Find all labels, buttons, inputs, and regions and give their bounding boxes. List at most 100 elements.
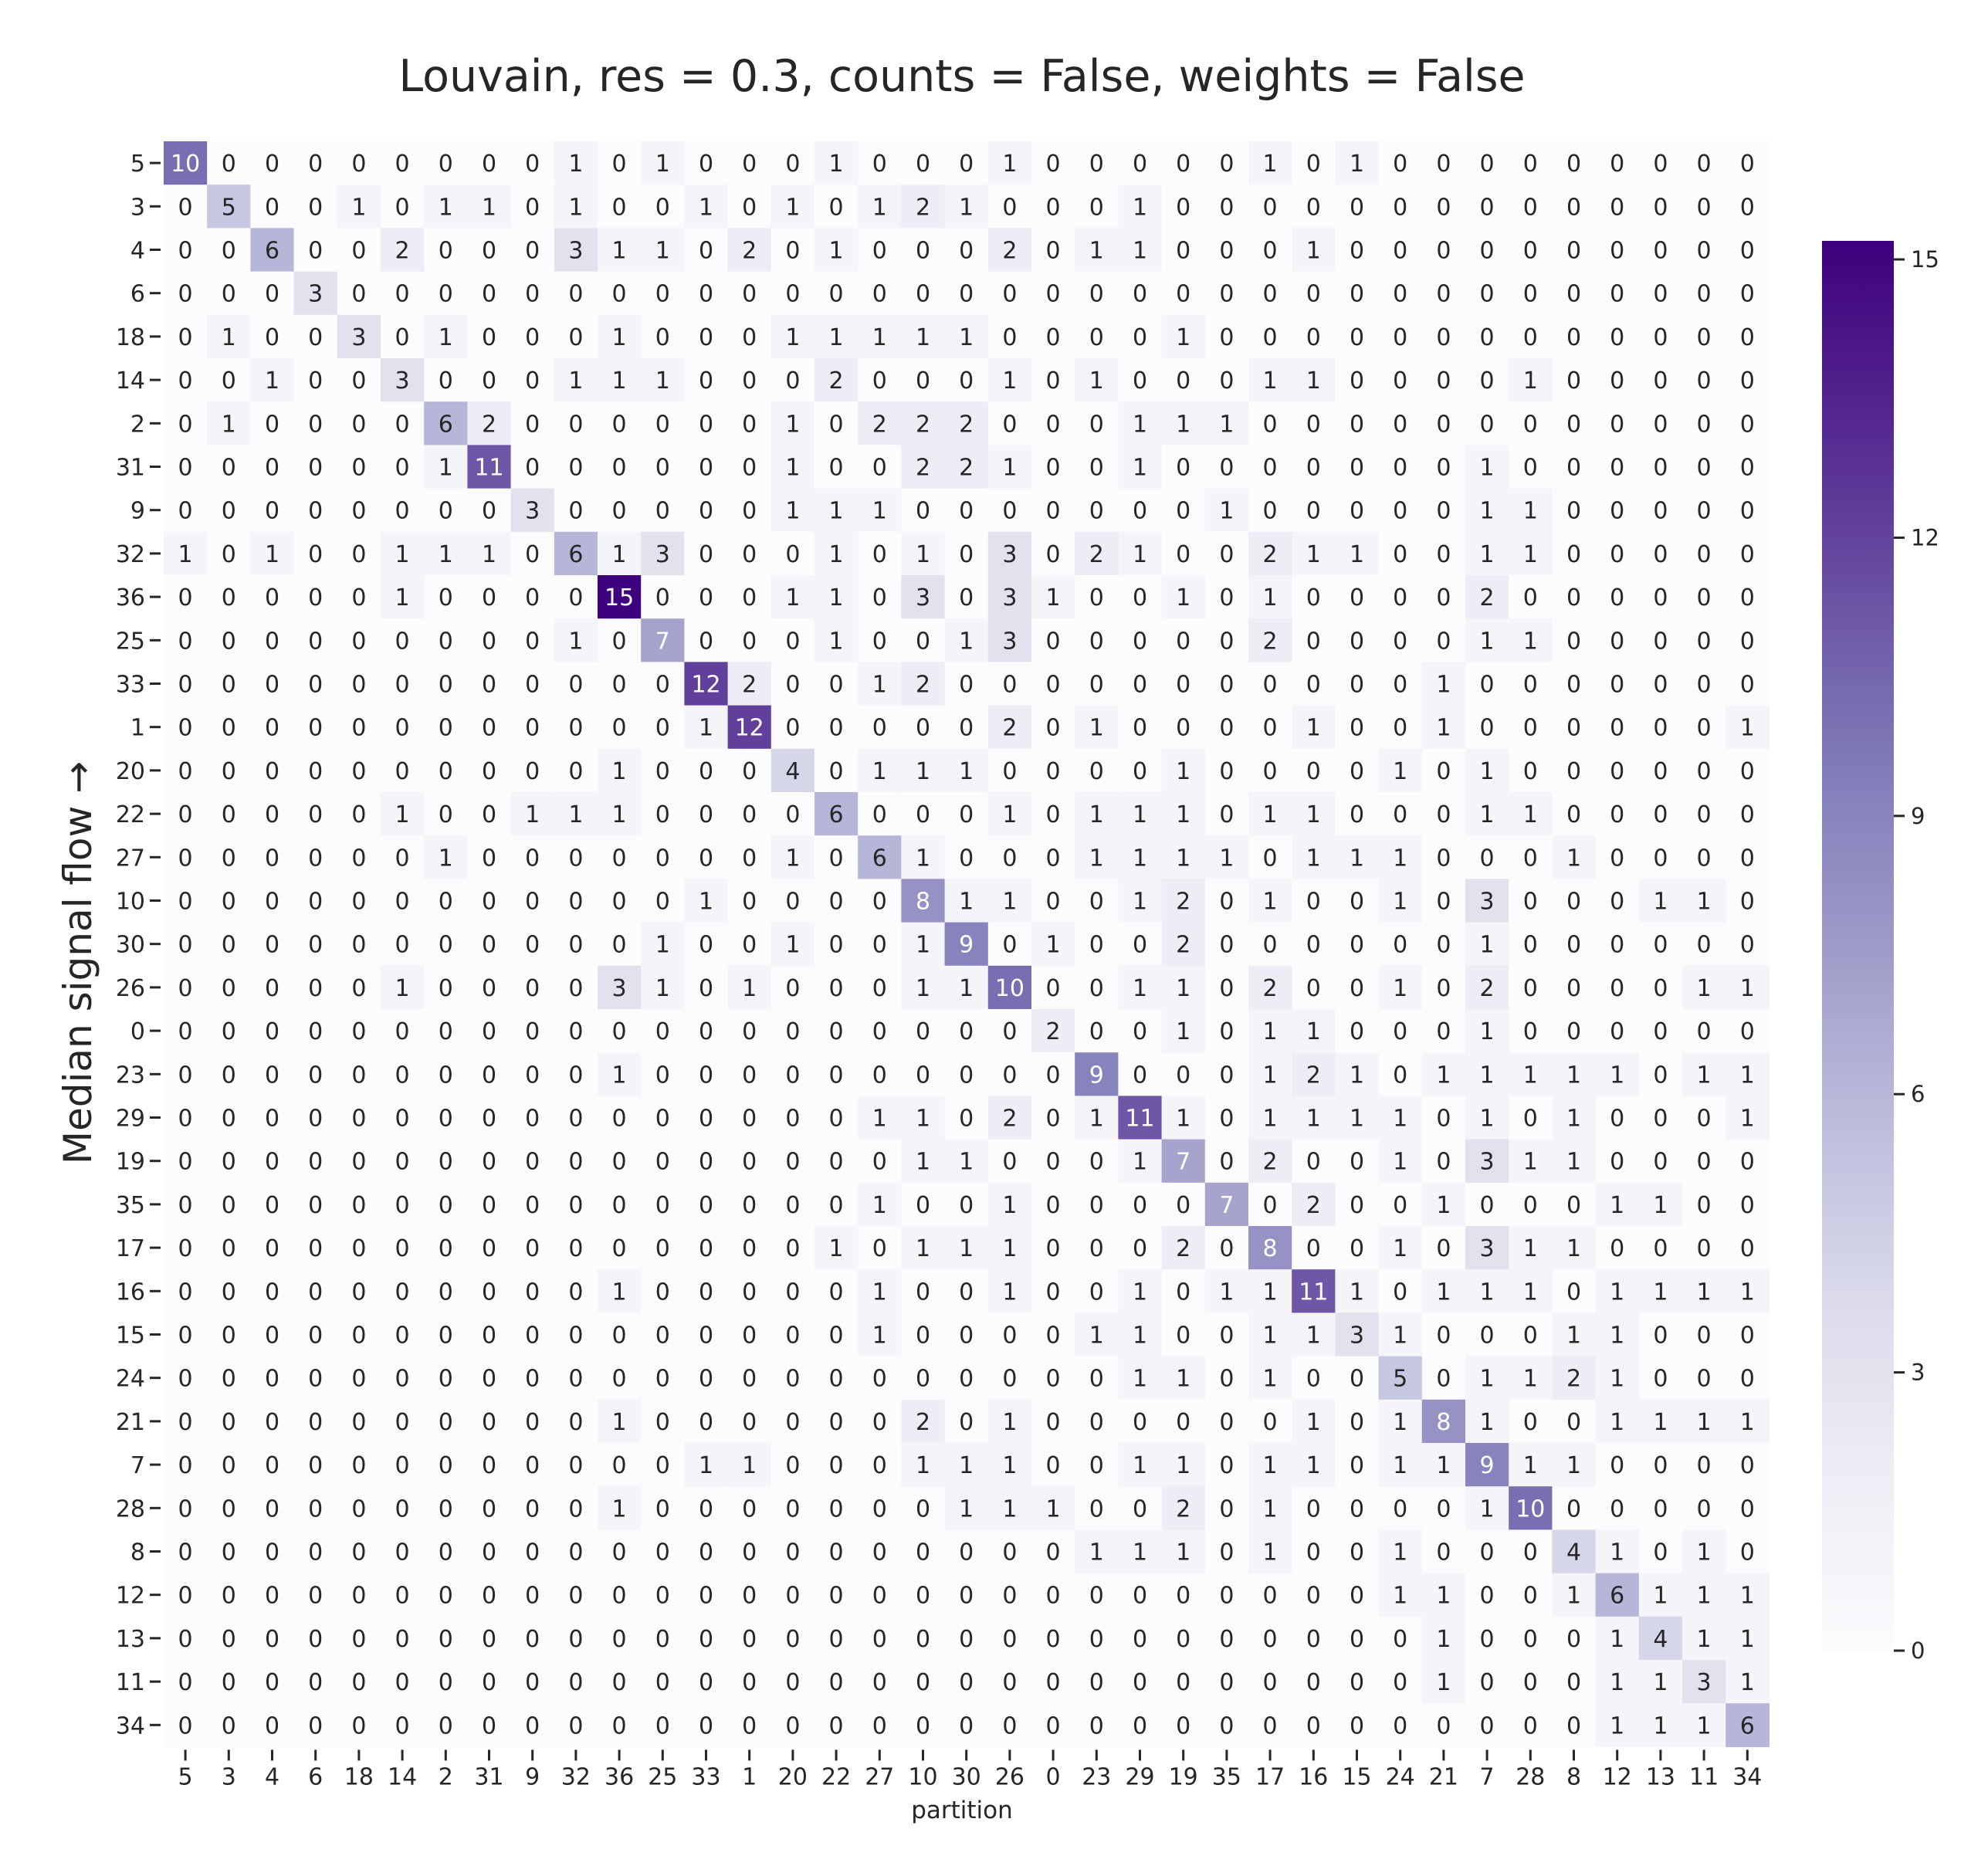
heatmap-cell xyxy=(1465,705,1509,750)
heatmap-cell xyxy=(1595,1009,1640,1053)
cell-value-label: 1 xyxy=(699,1452,713,1479)
cell-value-label: 2 xyxy=(1176,1495,1190,1522)
heatmap-cell xyxy=(1726,531,1770,576)
cell-value-label: 0 xyxy=(222,845,236,872)
cell-value-label: 12 xyxy=(691,672,720,699)
heatmap-cell xyxy=(727,185,772,229)
heatmap-cell xyxy=(858,488,902,533)
heatmap-cell xyxy=(1118,531,1163,576)
heatmap-cell xyxy=(1726,705,1770,750)
heatmap-cell xyxy=(770,488,815,533)
heatmap-cell xyxy=(207,835,251,879)
cell-value-label: 2 xyxy=(916,672,930,699)
cell-value-label: 0 xyxy=(1306,194,1321,221)
x-tick-label: 21 xyxy=(1429,1763,1458,1790)
cell-value-label: 0 xyxy=(308,455,323,482)
heatmap-cell xyxy=(1509,792,1553,836)
heatmap-cell xyxy=(944,401,989,445)
cell-value-label: 1 xyxy=(1133,975,1147,1002)
cell-value-label: 0 xyxy=(612,1106,627,1133)
heatmap-cell xyxy=(381,228,425,273)
cell-value-label: 0 xyxy=(1089,1495,1104,1522)
heatmap-cell xyxy=(641,1052,685,1096)
cell-value-label: 0 xyxy=(655,715,670,742)
heatmap-cell xyxy=(250,228,295,273)
cell-value-label: 0 xyxy=(916,715,930,742)
cell-value-label: 1 xyxy=(1523,541,1538,568)
cell-value-label: 2 xyxy=(916,411,930,438)
cell-value-label: 0 xyxy=(1133,1062,1147,1089)
heatmap-cell xyxy=(641,185,685,229)
heatmap-cell xyxy=(424,228,468,273)
cell-value-label: 0 xyxy=(395,1669,410,1696)
cell-value-label: 0 xyxy=(699,628,713,655)
heatmap-cell xyxy=(1595,879,1640,923)
cell-value-label: 0 xyxy=(829,975,844,1002)
heatmap-cell xyxy=(467,748,512,793)
cell-value-label: 0 xyxy=(1523,411,1538,438)
cell-value-label: 0 xyxy=(699,1669,713,1696)
cell-value-label: 0 xyxy=(1697,845,1712,872)
cell-value-label: 0 xyxy=(829,932,844,959)
cell-value-label: 1 xyxy=(395,541,410,568)
cell-value-label: 0 xyxy=(1480,715,1495,742)
cell-value-label: 0 xyxy=(439,1062,453,1089)
cell-value-label: 0 xyxy=(655,1712,670,1739)
heatmap-cell xyxy=(1378,748,1423,793)
heatmap-cell xyxy=(250,358,295,402)
cell-value-label: 0 xyxy=(308,498,323,525)
x-tick-label: 2 xyxy=(439,1763,453,1790)
cell-value-label: 0 xyxy=(1480,367,1495,395)
heatmap-cell xyxy=(1204,705,1249,750)
cell-value-label: 0 xyxy=(222,367,236,395)
cell-value-label: 0 xyxy=(482,845,496,872)
cell-value-label: 0 xyxy=(1393,1062,1407,1089)
cell-value-label: 0 xyxy=(1350,1192,1364,1219)
cell-value-label: 0 xyxy=(1523,324,1538,351)
heatmap-cell xyxy=(815,358,859,402)
cell-value-label: 0 xyxy=(959,715,974,742)
cell-value-label: 5 xyxy=(222,194,236,221)
heatmap-cell xyxy=(901,748,946,793)
heatmap-cell xyxy=(1248,879,1292,923)
cell-value-label: 2 xyxy=(1306,1062,1321,1089)
heatmap-cell xyxy=(293,879,338,923)
heatmap-cell xyxy=(164,965,208,1010)
cell-value-label: 3 xyxy=(1480,1149,1495,1176)
cell-value-label: 0 xyxy=(829,1366,844,1393)
cell-value-label: 0 xyxy=(1610,672,1624,699)
cell-value-label: 0 xyxy=(1740,541,1755,568)
cell-value-label: 0 xyxy=(699,498,713,525)
cell-value-label: 0 xyxy=(1566,1409,1581,1436)
cell-value-label: 0 xyxy=(1219,889,1234,916)
cell-value-label: 0 xyxy=(1610,541,1624,568)
cell-value-label: 1 xyxy=(829,541,844,568)
cell-value-label: 0 xyxy=(699,1626,713,1653)
heatmap-cell xyxy=(381,575,425,619)
cell-value-label: 1 xyxy=(612,1062,627,1089)
cell-value-label: 0 xyxy=(742,151,757,178)
cell-value-label: 0 xyxy=(222,281,236,308)
heatmap-cell xyxy=(1378,141,1423,185)
cell-value-label: 0 xyxy=(1566,758,1581,785)
heatmap-cell xyxy=(1161,705,1206,750)
cell-value-label: 0 xyxy=(1480,1712,1495,1739)
heatmap-cell xyxy=(1421,358,1466,402)
cell-value-label: 0 xyxy=(1653,932,1668,959)
heatmap-cell xyxy=(293,358,338,402)
cell-value-label: 0 xyxy=(1653,1235,1668,1262)
heatmap-cell xyxy=(510,792,555,836)
cell-value-label: 0 xyxy=(1523,1712,1538,1739)
cell-value-label: 2 xyxy=(829,367,844,395)
cell-value-label: 1 xyxy=(1436,1062,1451,1089)
cell-value-label: 0 xyxy=(1523,1539,1538,1566)
cell-value-label: 0 xyxy=(1393,541,1407,568)
heatmap-cell xyxy=(1378,835,1423,879)
cell-value-label: 0 xyxy=(1523,1669,1538,1696)
heatmap-cell xyxy=(1335,618,1380,662)
x-tick-label: 5 xyxy=(178,1763,193,1790)
x-tick-label: 15 xyxy=(1342,1763,1371,1790)
cell-value-label: 0 xyxy=(1046,281,1061,308)
heatmap-cell xyxy=(293,748,338,793)
cell-value-label: 0 xyxy=(222,1192,236,1219)
